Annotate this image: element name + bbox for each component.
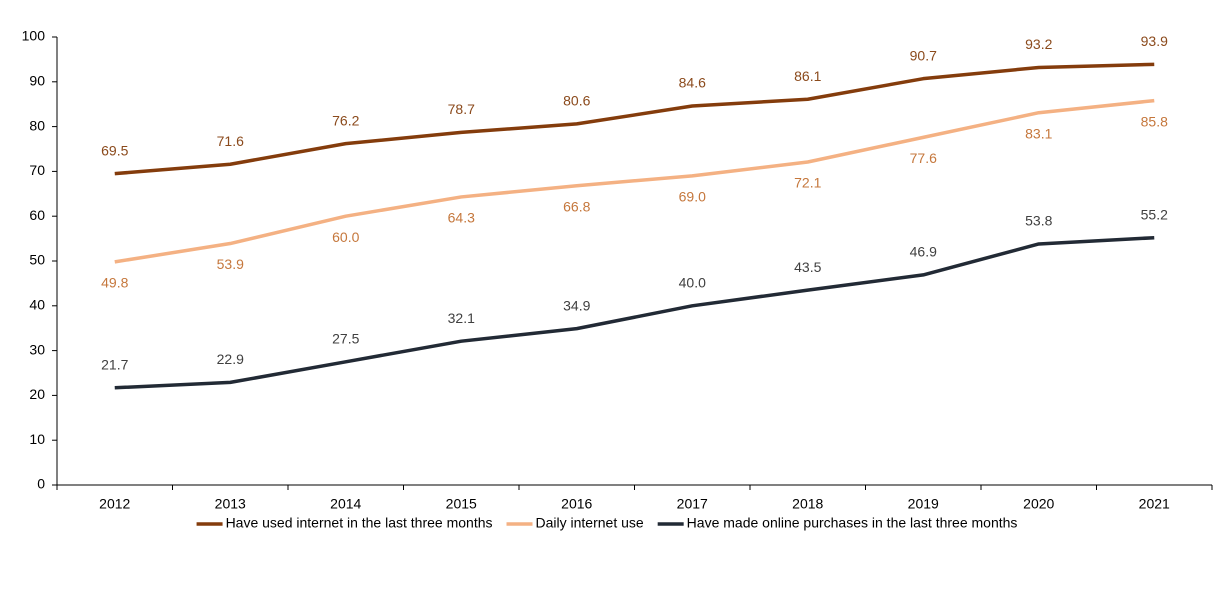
data-label: 69.5 [101,142,128,158]
data-label: 86.1 [794,68,821,84]
legend-label: Have used internet in the last three mon… [226,515,493,531]
data-label: 69.0 [679,189,706,205]
x-tick-label: 2020 [1023,496,1054,512]
x-tick-label: 2018 [792,496,823,512]
data-label: 93.9 [1141,33,1168,49]
y-tick-label: 10 [29,431,45,447]
data-label: 66.8 [563,198,590,214]
y-tick-label: 0 [37,476,45,492]
data-label: 85.8 [1141,113,1168,129]
data-label: 84.6 [679,75,706,91]
data-label: 72.1 [794,175,821,191]
data-label: 76.2 [332,112,359,128]
x-tick-label: 2021 [1139,496,1170,512]
y-tick-label: 40 [29,297,45,313]
data-label: 21.7 [101,356,128,372]
data-label: 43.5 [794,259,821,275]
y-tick-label: 100 [22,28,46,44]
data-label: 27.5 [332,331,359,347]
x-tick-label: 2019 [908,496,939,512]
y-tick-label: 30 [29,341,45,357]
data-label: 80.6 [563,93,590,109]
series-line [114,235,1155,390]
data-label: 46.9 [910,244,937,260]
series-line [114,62,1155,176]
y-tick-label: 50 [29,252,45,268]
data-label: 60.0 [332,229,359,245]
y-tick-label: 70 [29,162,45,178]
y-tick-label: 90 [29,73,45,89]
data-label: 53.9 [217,256,244,272]
x-tick-label: 2016 [561,496,592,512]
y-tick-label: 60 [29,207,45,223]
data-label: 53.8 [1025,213,1052,229]
series-line [114,98,1155,264]
data-label: 32.1 [448,310,475,326]
y-tick-label: 20 [29,386,45,402]
data-label: 40.0 [679,275,706,291]
data-label: 71.6 [217,133,244,149]
data-label: 90.7 [910,47,937,63]
data-label: 78.7 [448,101,475,117]
x-tick-label: 2017 [677,496,708,512]
x-tick-label: 2012 [99,496,130,512]
data-label: 93.2 [1025,36,1052,52]
data-label: 77.6 [910,150,937,166]
x-tick-label: 2013 [215,496,246,512]
data-label: 55.2 [1141,206,1168,222]
data-label: 64.3 [448,210,475,226]
data-label: 83.1 [1025,125,1052,141]
data-label: 34.9 [563,297,590,313]
legend-label: Have made online purchases in the last t… [687,515,1018,531]
data-label: 49.8 [101,275,128,291]
x-tick-label: 2014 [330,496,361,512]
legend-label: Daily internet use [536,515,644,531]
data-label: 22.9 [217,351,244,367]
y-tick-label: 80 [29,117,45,133]
x-tick-label: 2015 [446,496,477,512]
